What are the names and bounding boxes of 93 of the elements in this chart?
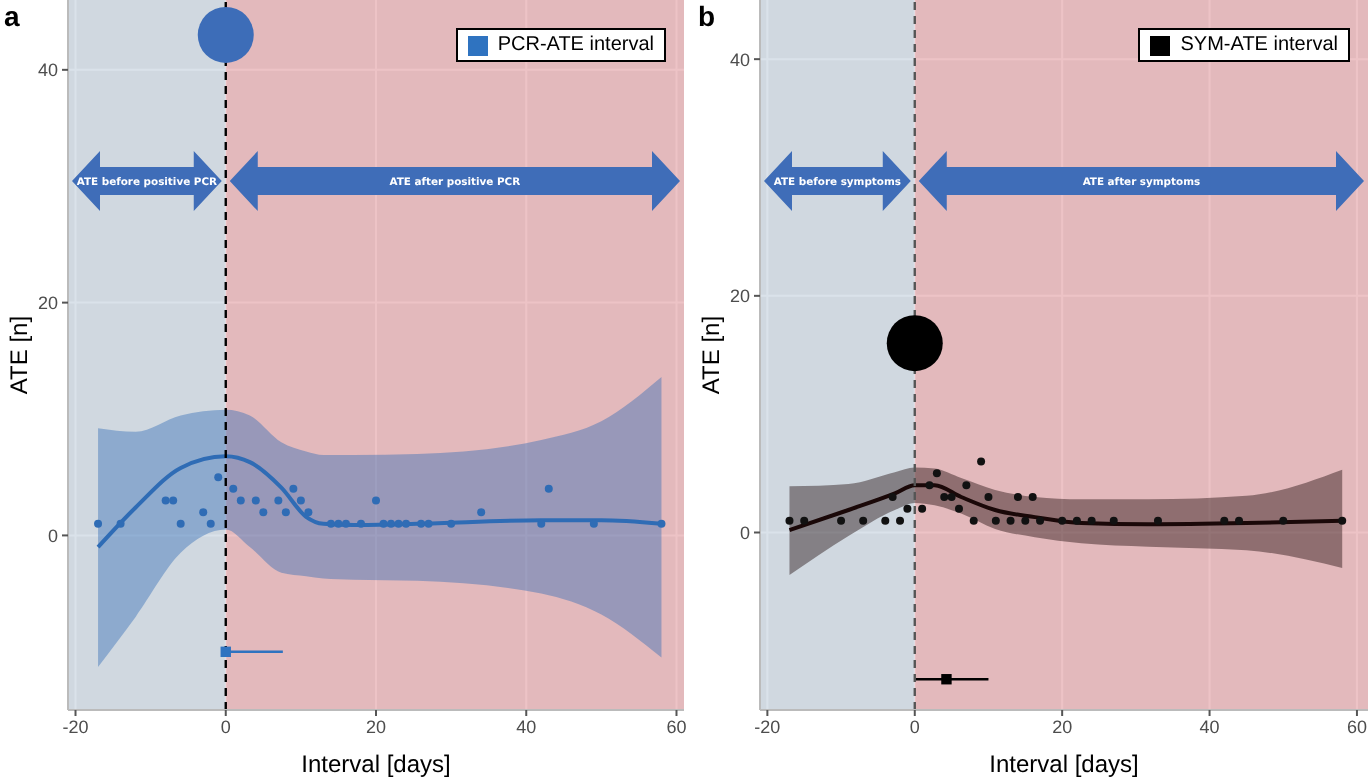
y-axis-title: ATE [n] [4, 315, 33, 395]
point [837, 516, 846, 525]
point [169, 496, 178, 505]
point [954, 504, 963, 513]
point [785, 516, 794, 525]
point [161, 496, 170, 505]
point [1072, 516, 1081, 525]
y-tick-label: 20 [729, 286, 750, 307]
point [1036, 516, 1045, 525]
point [657, 519, 666, 528]
point [326, 519, 335, 528]
x-tick-label: 20 [1052, 716, 1073, 737]
y-tick-label: 0 [47, 525, 58, 546]
point [372, 496, 380, 505]
point [379, 519, 388, 528]
point [859, 516, 868, 525]
point [477, 508, 486, 517]
point [387, 519, 396, 528]
y-tick-label: 20 [37, 293, 58, 314]
point [1153, 516, 1162, 525]
point [881, 516, 890, 525]
point [1087, 516, 1096, 525]
point [888, 493, 897, 501]
point [341, 519, 350, 528]
point [356, 519, 365, 528]
point [918, 504, 927, 513]
point [977, 457, 986, 466]
x-tick-label: 0 [220, 716, 231, 737]
point [800, 516, 809, 525]
legend-label: PCR-ATE interval [497, 34, 654, 56]
point [424, 519, 433, 528]
x-tick-label: 40 [516, 716, 537, 737]
y-tick-label: 0 [739, 522, 750, 543]
point [940, 493, 949, 501]
point [991, 516, 1000, 525]
point [1109, 516, 1118, 525]
point [289, 484, 298, 493]
point [220, 646, 231, 657]
point [259, 508, 268, 517]
point [1013, 493, 1022, 501]
point [1021, 516, 1030, 525]
point [176, 519, 185, 528]
chart-title: a [4, 0, 20, 32]
point [962, 481, 971, 490]
x-axis-title: Interval [days] [989, 750, 1139, 778]
line-series [787, 483, 1345, 533]
x-tick-label: 40 [1199, 716, 1220, 737]
point [229, 484, 238, 493]
chart-title: b [698, 0, 716, 32]
x-tick-label: -20 [62, 716, 89, 737]
point [903, 504, 912, 513]
point [544, 484, 553, 493]
point [941, 674, 952, 685]
point [896, 516, 905, 525]
point [1058, 516, 1067, 525]
point [394, 519, 403, 528]
x-tick-label: 20 [365, 716, 387, 737]
point [251, 496, 260, 505]
point [947, 493, 956, 501]
x-tick-label: 60 [666, 716, 687, 737]
point [1279, 516, 1288, 525]
point [206, 519, 215, 528]
point [447, 519, 456, 528]
y-tick-label: 40 [37, 60, 58, 81]
y-axis-title: ATE [n] [696, 315, 725, 395]
point [984, 493, 993, 501]
point [932, 469, 941, 478]
point [304, 508, 313, 517]
point [402, 519, 411, 528]
point [199, 508, 208, 517]
point [116, 519, 125, 528]
point [1220, 516, 1229, 525]
y-tick-label: 40 [729, 49, 750, 70]
point [925, 481, 934, 490]
point [274, 496, 283, 505]
point [1235, 516, 1244, 525]
x-tick-label: -20 [754, 716, 781, 737]
point [281, 508, 290, 517]
point [1028, 493, 1037, 501]
point [417, 519, 426, 528]
point [1338, 516, 1347, 525]
x-tick-label: 0 [909, 716, 920, 737]
point [214, 473, 223, 482]
line-series [96, 454, 664, 550]
point [94, 519, 103, 528]
point [969, 516, 978, 525]
x-tick-label: 60 [1346, 716, 1367, 737]
x-axis-title: Interval [days] [301, 750, 451, 778]
point [236, 496, 245, 505]
point [296, 496, 305, 505]
point [334, 519, 343, 528]
legend-label: SYM-ATE interval [1180, 34, 1338, 56]
point [1006, 516, 1015, 525]
